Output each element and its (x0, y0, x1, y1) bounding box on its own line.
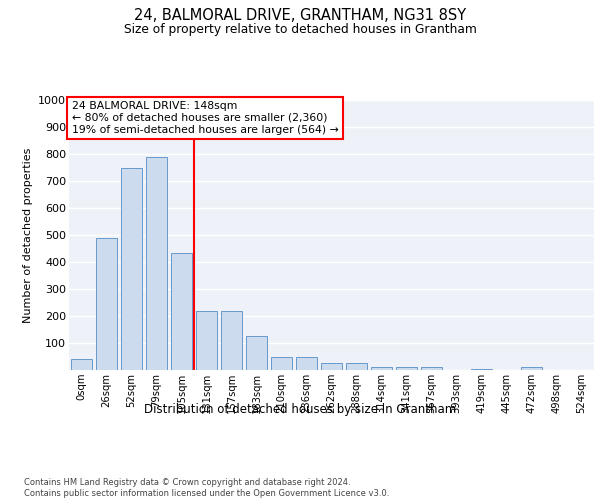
Bar (346, 363, 367, 370)
Text: Contains HM Land Registry data © Crown copyright and database right 2024.
Contai: Contains HM Land Registry data © Crown c… (24, 478, 389, 498)
Text: 24 BALMORAL DRIVE: 148sqm
← 80% of detached houses are smaller (2,360)
19% of se: 24 BALMORAL DRIVE: 148sqm ← 80% of detac… (71, 102, 338, 134)
Bar (321, 363, 342, 370)
Y-axis label: Number of detached properties: Number of detached properties (23, 148, 32, 322)
Bar (296, 356, 317, 370)
Bar (421, 368, 442, 370)
Text: Size of property relative to detached houses in Grantham: Size of property relative to detached ho… (124, 22, 476, 36)
Bar (246, 336, 267, 370)
Bar (171, 252, 192, 370)
Text: 24, BALMORAL DRIVE, GRANTHAM, NG31 8SY: 24, BALMORAL DRIVE, GRANTHAM, NG31 8SY (134, 8, 466, 22)
Bar (396, 367, 417, 370)
Bar (221, 310, 242, 370)
Bar (271, 356, 292, 370)
Text: Distribution of detached houses by size in Grantham: Distribution of detached houses by size … (144, 402, 456, 415)
Bar (146, 156, 167, 370)
Bar (471, 368, 492, 370)
Bar (196, 310, 217, 370)
Bar (96, 238, 117, 370)
Bar (121, 168, 142, 370)
Bar (71, 359, 92, 370)
Bar (521, 368, 542, 370)
Bar (371, 367, 392, 370)
